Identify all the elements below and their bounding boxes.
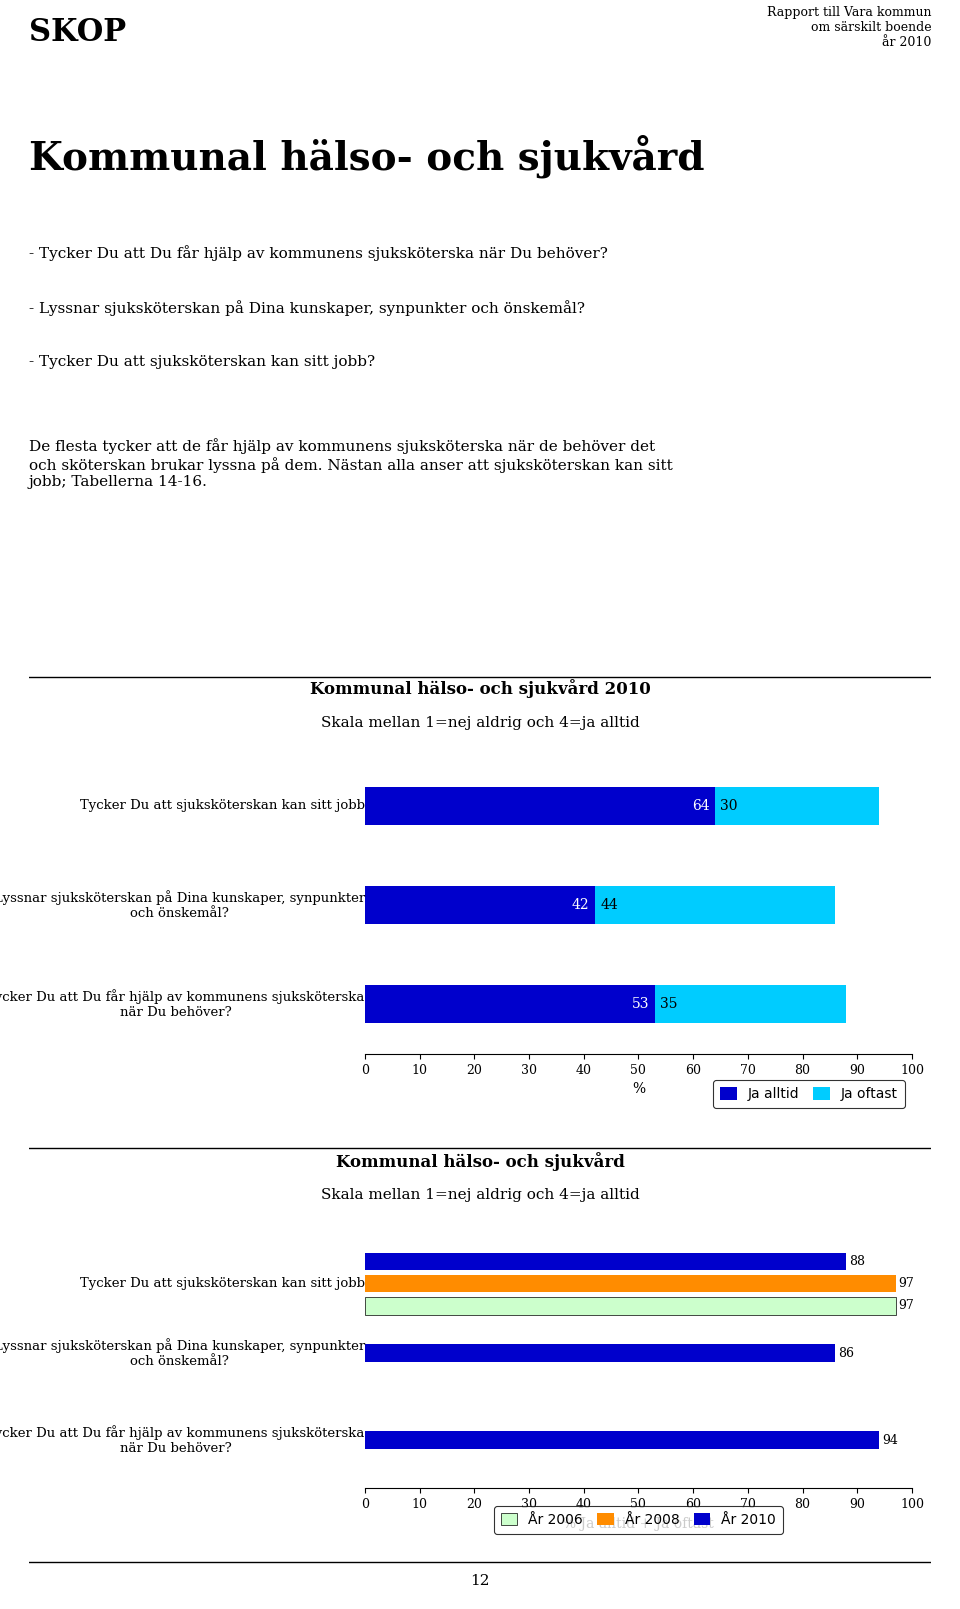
Bar <box>365 985 655 1023</box>
X-axis label: % Ja alltid + Ja oftast: % Ja alltid + Ja oftast <box>563 1517 714 1530</box>
Bar <box>365 1345 835 1361</box>
Legend: Ja alltid, Ja oftast: Ja alltid, Ja oftast <box>713 1080 905 1109</box>
Text: 53: 53 <box>632 998 649 1012</box>
Text: 97: 97 <box>899 1278 914 1290</box>
Text: 64: 64 <box>692 798 709 813</box>
Text: Lyssnar sjuksköterskan på Dina kunskaper, synpunkter
och önskemål?: Lyssnar sjuksköterskan på Dina kunskaper… <box>0 890 365 920</box>
Text: 97: 97 <box>899 1300 914 1313</box>
Text: Lyssnar sjuksköterskan på Dina kunskaper, synpunkter
och önskemål?: Lyssnar sjuksköterskan på Dina kunskaper… <box>0 1339 365 1368</box>
Text: Skala mellan 1=nej aldrig och 4=ja alltid: Skala mellan 1=nej aldrig och 4=ja allti… <box>321 716 639 729</box>
Bar <box>715 787 879 825</box>
Bar <box>365 1432 879 1448</box>
Text: Rapport till Vara kommun
om särskilt boende
år 2010: Rapport till Vara kommun om särskilt boe… <box>767 6 931 48</box>
Text: 86: 86 <box>838 1347 854 1360</box>
Text: Tycker Du att Du får hjälp av kommunens sjuksköterska
när Du behöver?: Tycker Du att Du får hjälp av kommunens … <box>0 1426 365 1455</box>
Text: 12: 12 <box>470 1574 490 1588</box>
Text: 42: 42 <box>571 898 589 912</box>
Text: SKOP: SKOP <box>29 16 126 48</box>
X-axis label: %: % <box>632 1083 645 1096</box>
Text: De flesta tycker att de får hjälp av kommunens sjuksköterska när de behöver det
: De flesta tycker att de får hjälp av kom… <box>29 439 673 489</box>
Text: Tycker Du att Du får hjälp av kommunens sjuksköterska
när Du behöver?: Tycker Du att Du får hjälp av kommunens … <box>0 990 365 1018</box>
Text: - Tycker Du att sjuksköterskan kan sitt jobb?: - Tycker Du att sjuksköterskan kan sitt … <box>29 356 375 368</box>
Bar <box>655 985 847 1023</box>
Bar <box>365 1253 847 1270</box>
Text: - Lyssnar sjuksköterskan på Dina kunskaper, synpunkter och önskemål?: - Lyssnar sjuksköterskan på Dina kunskap… <box>29 299 585 315</box>
Text: Tycker Du att sjuksköterskan kan sitt jobb: Tycker Du att sjuksköterskan kan sitt jo… <box>80 1278 365 1290</box>
Text: Kommunal hälso- och sjukvård: Kommunal hälso- och sjukvård <box>29 135 705 179</box>
Text: Tycker Du att sjuksköterskan kan sitt jobb: Tycker Du att sjuksköterskan kan sitt jo… <box>80 800 365 813</box>
Text: 94: 94 <box>882 1434 898 1446</box>
Text: Kommunal hälso- och sjukvård: Kommunal hälso- och sjukvård <box>336 1152 624 1171</box>
Bar <box>365 787 715 825</box>
Bar <box>365 1274 896 1292</box>
Text: Kommunal hälso- och sjukvård 2010: Kommunal hälso- och sjukvård 2010 <box>310 679 650 698</box>
Text: 88: 88 <box>849 1255 865 1268</box>
Text: 30: 30 <box>720 798 738 813</box>
Text: - Tycker Du att Du får hjälp av kommunens sjuksköterska när Du behöver?: - Tycker Du att Du får hjälp av kommunen… <box>29 245 608 261</box>
Text: Skala mellan 1=nej aldrig och 4=ja alltid: Skala mellan 1=nej aldrig och 4=ja allti… <box>321 1187 639 1202</box>
Bar <box>594 887 835 924</box>
Text: 35: 35 <box>660 998 678 1012</box>
Legend: År 2006, År 2008, År 2010: År 2006, År 2008, År 2010 <box>493 1506 783 1533</box>
Bar <box>365 1297 896 1315</box>
Bar <box>365 887 594 924</box>
Text: 44: 44 <box>600 898 618 912</box>
